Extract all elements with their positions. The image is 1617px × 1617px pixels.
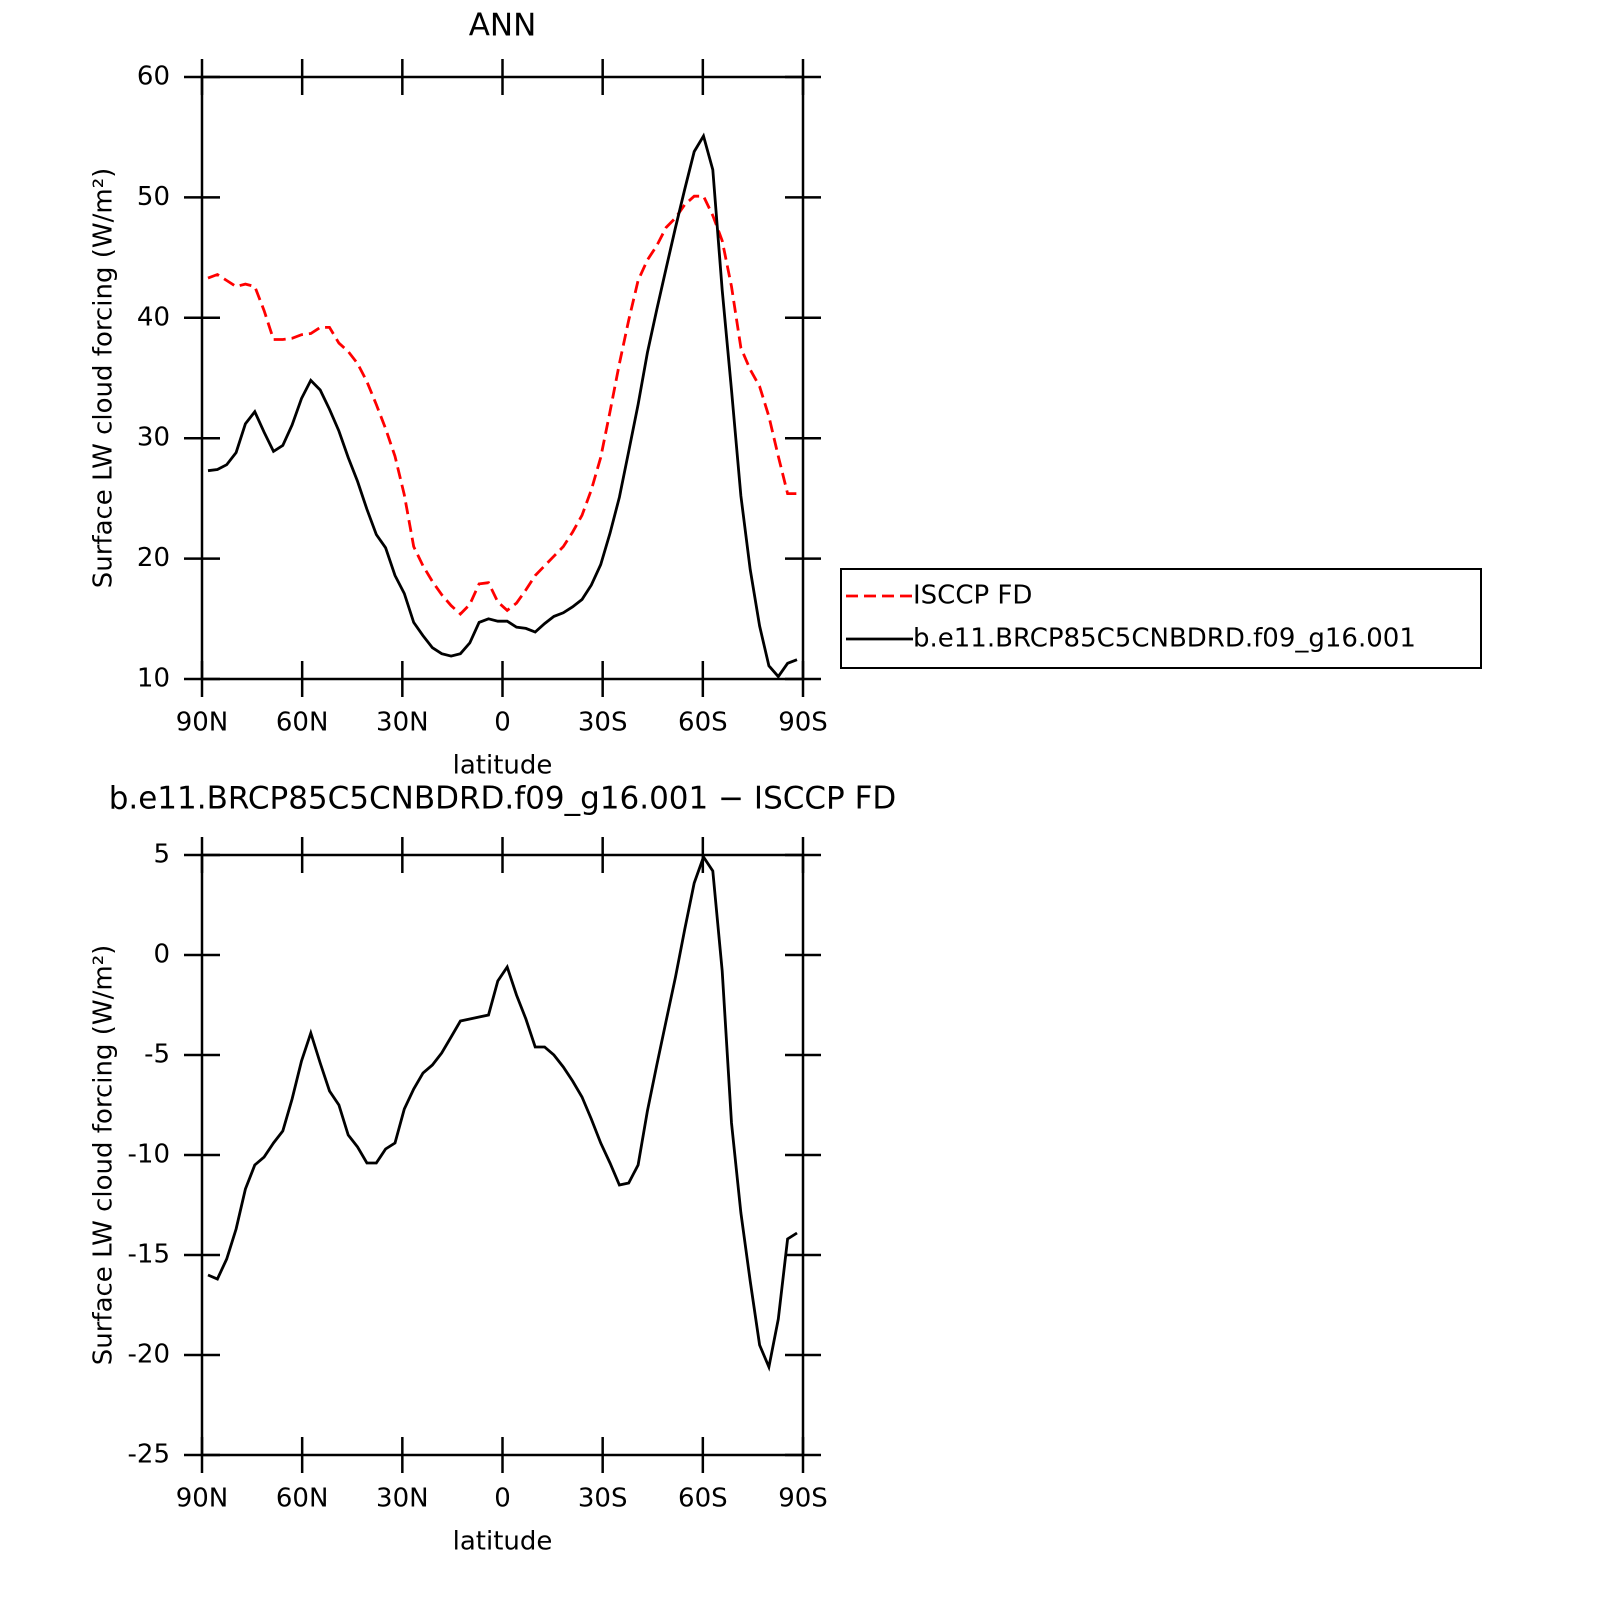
y-tick-label: -20 [128, 1340, 170, 1370]
y-tick-label: 40 [137, 302, 170, 332]
y-axis-label: Surface LW cloud forcing (W/m²) [89, 168, 119, 589]
x-axis-label: latitude [453, 751, 553, 781]
y-tick-label: 50 [137, 182, 170, 212]
plot-frame [200, 853, 805, 1457]
x-tick-label: 30S [578, 1484, 628, 1514]
y-tick-label: 5 [153, 840, 170, 870]
x-tick-label: 90N [176, 708, 229, 738]
x-axis-label: latitude [453, 1527, 553, 1557]
data-line [207, 132, 798, 679]
x-tick-label: 90N [176, 1484, 229, 1514]
x-tick-label: 60S [678, 708, 728, 738]
x-tick-label: 60S [678, 1484, 728, 1514]
chart-title: b.e11.BRCP85C5CNBDRD.f09_g16.001 − ISCCP… [109, 781, 897, 817]
data-line [207, 853, 798, 1372]
x-tick-label: 60N [276, 708, 329, 738]
chart-title: ANN [469, 8, 537, 44]
y-tick-label: -15 [128, 1240, 170, 1270]
legend-box [840, 568, 1482, 669]
y-tick-label: -10 [128, 1140, 170, 1170]
y-tick-label: 20 [137, 543, 170, 573]
x-tick-label: 60N [276, 1484, 329, 1514]
x-tick-label: 30N [376, 708, 429, 738]
legend-label: b.e11.BRCP85C5CNBDRD.f09_g16.001 [913, 624, 1416, 654]
y-tick-label: -25 [128, 1440, 170, 1470]
y-axis-label: Surface LW cloud forcing (W/m²) [89, 945, 119, 1366]
x-tick-label: 30S [578, 708, 628, 738]
legend-label: ISCCP FD [913, 581, 1032, 611]
x-tick-label: 0 [494, 1484, 511, 1514]
y-tick-label: 0 [153, 940, 170, 970]
y-tick-label: -5 [144, 1040, 170, 1070]
x-tick-label: 90S [778, 708, 828, 738]
y-tick-label: 10 [137, 664, 170, 694]
x-tick-label: 0 [494, 708, 511, 738]
data-line [207, 194, 797, 616]
y-tick-label: 30 [137, 423, 170, 453]
x-tick-label: 90S [778, 1484, 828, 1514]
y-tick-label: 60 [137, 62, 170, 92]
x-tick-label: 30N [376, 1484, 429, 1514]
